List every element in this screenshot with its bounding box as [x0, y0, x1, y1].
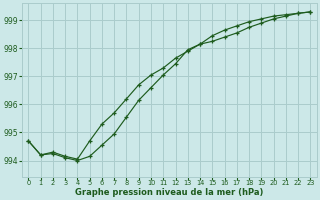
X-axis label: Graphe pression niveau de la mer (hPa): Graphe pression niveau de la mer (hPa): [75, 188, 264, 197]
